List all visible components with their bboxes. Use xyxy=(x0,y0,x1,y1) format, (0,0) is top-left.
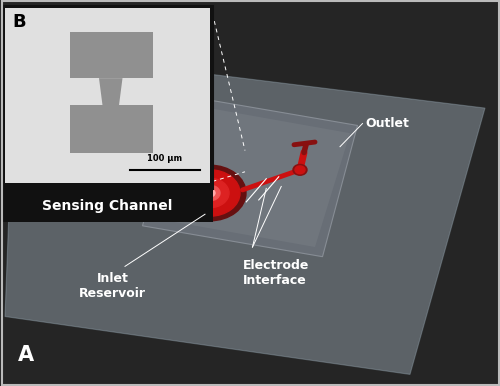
FancyBboxPatch shape xyxy=(2,190,212,222)
FancyBboxPatch shape xyxy=(5,8,210,183)
Polygon shape xyxy=(70,32,152,78)
Circle shape xyxy=(174,165,246,221)
Text: Inlet
Reservoir: Inlet Reservoir xyxy=(79,272,146,300)
Text: B: B xyxy=(12,13,26,31)
Polygon shape xyxy=(70,105,152,153)
Polygon shape xyxy=(5,50,485,374)
Polygon shape xyxy=(152,104,350,247)
Circle shape xyxy=(295,166,305,174)
Polygon shape xyxy=(142,95,358,257)
Circle shape xyxy=(205,189,215,197)
Circle shape xyxy=(293,164,307,175)
FancyBboxPatch shape xyxy=(2,6,212,189)
Text: Sensing Channel: Sensing Channel xyxy=(42,199,172,213)
Text: Electrode
Interface: Electrode Interface xyxy=(242,259,309,287)
Polygon shape xyxy=(99,78,122,105)
Text: A: A xyxy=(18,345,34,365)
Circle shape xyxy=(191,178,229,208)
Text: Outlet: Outlet xyxy=(365,117,409,130)
Circle shape xyxy=(200,185,220,201)
Text: 100 μm: 100 μm xyxy=(148,154,182,163)
Circle shape xyxy=(180,170,240,216)
